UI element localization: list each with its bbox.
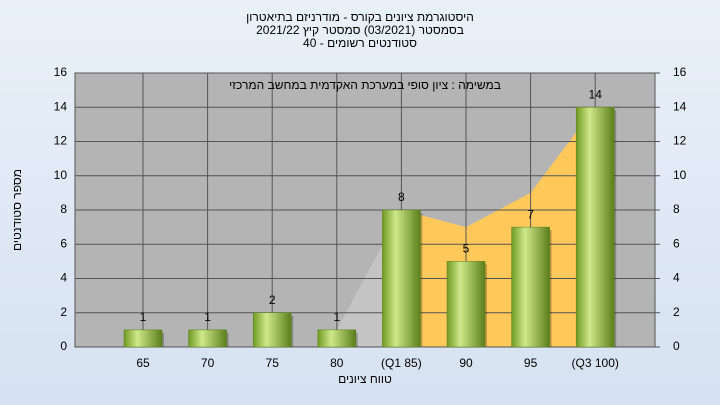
value-label: 7 (527, 207, 534, 221)
x-tick-label: 90 (459, 356, 473, 370)
chart-subtitle: סטודנטים רשומים - 40 (303, 36, 417, 50)
bar (511, 226, 550, 348)
y2-tick-label: 14 (673, 99, 687, 113)
y2-tick-label: 0 (673, 339, 680, 353)
chart-title: היסטוגרמת ציונים בקורס - מודרניזם בתיאטר… (246, 10, 474, 24)
value-label: 1 (140, 310, 147, 324)
y2-tick-label: 12 (673, 134, 687, 148)
value-label: 5 (463, 242, 470, 256)
y-tick-label: 16 (54, 65, 68, 79)
chart-subtitle: בסמסטר (03/2021) סמסטר קיץ 2021/22 (256, 23, 464, 37)
x-tick-label: (Q3 100) (572, 356, 619, 370)
y-tick-label: 0 (60, 339, 67, 353)
x-tick-label: 80 (330, 356, 344, 370)
value-label: 8 (398, 190, 405, 204)
bar (317, 329, 357, 348)
y2-tick-label: 2 (673, 305, 680, 319)
y-tick-label: 12 (54, 134, 68, 148)
value-label: 1 (204, 310, 211, 324)
y-tick-label: 10 (54, 168, 68, 182)
y2-tick-label: 8 (673, 202, 680, 216)
bar (123, 329, 163, 348)
y-tick-label: 4 (60, 271, 67, 285)
bar (252, 312, 292, 348)
x-tick-label: 95 (524, 356, 538, 370)
y-tick-label: 2 (60, 305, 67, 319)
x-axis-label: טווח ציונים (338, 372, 392, 386)
y2-tick-label: 4 (673, 271, 680, 285)
y-tick-label: 8 (60, 202, 67, 216)
y-tick-label: 6 (60, 236, 67, 250)
value-label: 14 (589, 87, 603, 101)
value-label: 1 (333, 310, 340, 324)
x-tick-label: 65 (136, 356, 150, 370)
x-tick-label: 70 (201, 356, 215, 370)
x-tick-label: (Q1 85) (381, 356, 422, 370)
y2-tick-label: 10 (673, 168, 687, 182)
y-tick-label: 14 (54, 99, 68, 113)
bar (575, 107, 615, 348)
annotation: במשימה : ציון סופי במערכת האקדמית במחשב … (229, 78, 501, 92)
value-label: 2 (269, 293, 276, 307)
y2-tick-label: 16 (673, 65, 687, 79)
bar (188, 329, 227, 348)
bar (382, 209, 421, 348)
y-axis-label: מספר סטודנטים (10, 169, 24, 251)
y2-tick-label: 6 (673, 236, 680, 250)
x-tick-label: 75 (266, 356, 280, 370)
bar (446, 261, 486, 348)
